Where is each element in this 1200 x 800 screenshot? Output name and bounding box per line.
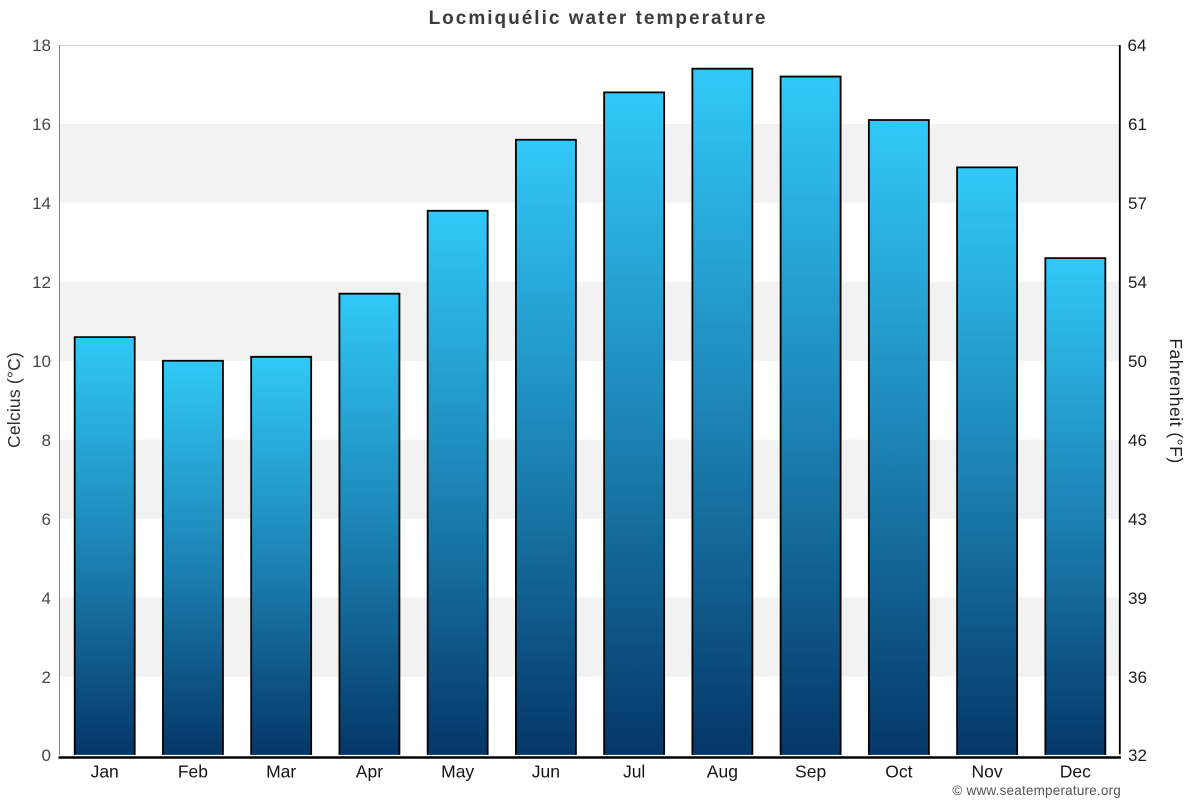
svg-text:Jan: Jan [91, 762, 119, 782]
svg-text:61: 61 [1128, 115, 1147, 134]
svg-text:Jun: Jun [532, 762, 560, 782]
svg-text:2: 2 [42, 668, 51, 687]
svg-text:54: 54 [1128, 273, 1147, 292]
svg-text:Feb: Feb [178, 762, 208, 782]
svg-text:Sep: Sep [795, 762, 826, 782]
svg-text:32: 32 [1128, 746, 1147, 765]
svg-text:Locmiquélic water temperature: Locmiquélic water temperature [429, 8, 768, 29]
svg-text:Aug: Aug [707, 762, 738, 782]
svg-text:Celcius (°C): Celcius (°C) [4, 352, 24, 448]
svg-text:© www.seatemperature.org: © www.seatemperature.org [952, 783, 1121, 798]
svg-text:14: 14 [32, 194, 51, 213]
svg-text:Jul: Jul [623, 762, 645, 782]
svg-text:46: 46 [1128, 431, 1147, 450]
svg-text:16: 16 [32, 115, 51, 134]
svg-text:Fahrenheit (°F): Fahrenheit (°F) [1166, 338, 1186, 463]
svg-text:64: 64 [1128, 36, 1147, 55]
svg-text:Oct: Oct [885, 762, 912, 782]
svg-text:8: 8 [42, 431, 51, 450]
svg-text:Mar: Mar [266, 762, 296, 782]
svg-text:Apr: Apr [356, 762, 383, 782]
svg-text:Nov: Nov [972, 762, 1003, 782]
svg-text:39: 39 [1128, 589, 1147, 608]
svg-text:Dec: Dec [1060, 762, 1091, 782]
svg-text:50: 50 [1128, 352, 1147, 371]
svg-text:May: May [441, 762, 474, 782]
svg-text:4: 4 [42, 589, 51, 608]
svg-text:6: 6 [42, 510, 51, 529]
svg-text:36: 36 [1128, 668, 1147, 687]
svg-text:0: 0 [42, 746, 51, 765]
svg-text:12: 12 [32, 273, 51, 292]
svg-text:10: 10 [32, 352, 51, 371]
svg-text:18: 18 [32, 36, 51, 55]
svg-text:43: 43 [1128, 510, 1147, 529]
svg-text:57: 57 [1128, 194, 1147, 213]
